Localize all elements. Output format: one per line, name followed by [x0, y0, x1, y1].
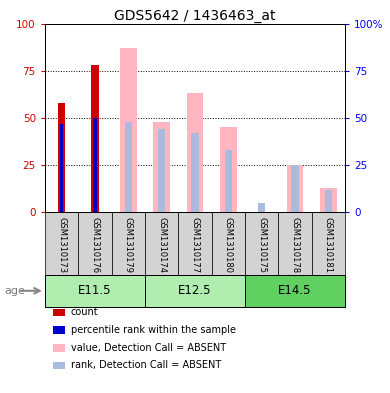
Bar	[91, 65, 99, 212]
Bar	[120, 48, 136, 212]
Bar	[312, 212, 345, 275]
Text: value, Detection Call = ABSENT: value, Detection Call = ABSENT	[71, 343, 226, 353]
Bar	[78, 212, 112, 275]
Bar	[291, 165, 299, 212]
Bar	[45, 212, 78, 275]
Bar	[278, 212, 312, 275]
Text: GSM1310173: GSM1310173	[57, 217, 66, 274]
Text: GSM1310179: GSM1310179	[124, 217, 133, 273]
Bar	[112, 212, 145, 275]
Bar	[245, 212, 278, 275]
Bar	[245, 275, 345, 307]
Bar	[220, 127, 237, 212]
Bar	[58, 103, 65, 212]
Bar	[258, 203, 266, 212]
Bar	[145, 212, 178, 275]
Text: GSM1310176: GSM1310176	[90, 217, 99, 274]
Text: GSM1310178: GSM1310178	[291, 217, 300, 274]
Bar	[93, 118, 97, 212]
Bar	[45, 275, 145, 307]
Bar	[178, 212, 212, 275]
Bar	[191, 133, 199, 212]
Text: GSM1310174: GSM1310174	[157, 217, 166, 273]
Text: GSM1310175: GSM1310175	[257, 217, 266, 273]
Text: GSM1310177: GSM1310177	[190, 217, 200, 274]
Text: age: age	[4, 286, 25, 296]
Bar	[153, 122, 170, 212]
Bar	[320, 188, 337, 212]
Text: E14.5: E14.5	[278, 284, 312, 298]
Bar	[145, 275, 245, 307]
Bar	[187, 94, 203, 212]
Text: GSM1310181: GSM1310181	[324, 217, 333, 273]
Bar	[225, 150, 232, 212]
Text: rank, Detection Call = ABSENT: rank, Detection Call = ABSENT	[71, 360, 221, 371]
Text: GSM1310180: GSM1310180	[224, 217, 233, 273]
Text: E11.5: E11.5	[78, 284, 112, 298]
Bar	[212, 212, 245, 275]
Bar	[124, 122, 132, 212]
Text: percentile rank within the sample: percentile rank within the sample	[71, 325, 236, 335]
Text: count: count	[71, 307, 99, 318]
Bar	[60, 123, 63, 212]
Text: E12.5: E12.5	[178, 284, 212, 298]
Bar	[158, 129, 165, 212]
Title: GDS5642 / 1436463_at: GDS5642 / 1436463_at	[114, 9, 276, 22]
Bar	[287, 165, 303, 212]
Bar	[325, 189, 332, 212]
